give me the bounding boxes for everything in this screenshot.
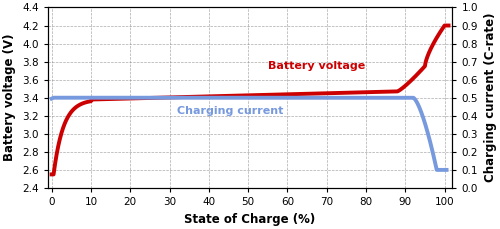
Y-axis label: Charging current (C-rate): Charging current (C-rate) (484, 13, 496, 183)
Y-axis label: Battery voltage (V): Battery voltage (V) (4, 34, 16, 161)
X-axis label: State of Charge (%): State of Charge (%) (184, 213, 316, 226)
Text: Charging current: Charging current (178, 106, 284, 116)
Text: Battery voltage: Battery voltage (268, 61, 365, 71)
